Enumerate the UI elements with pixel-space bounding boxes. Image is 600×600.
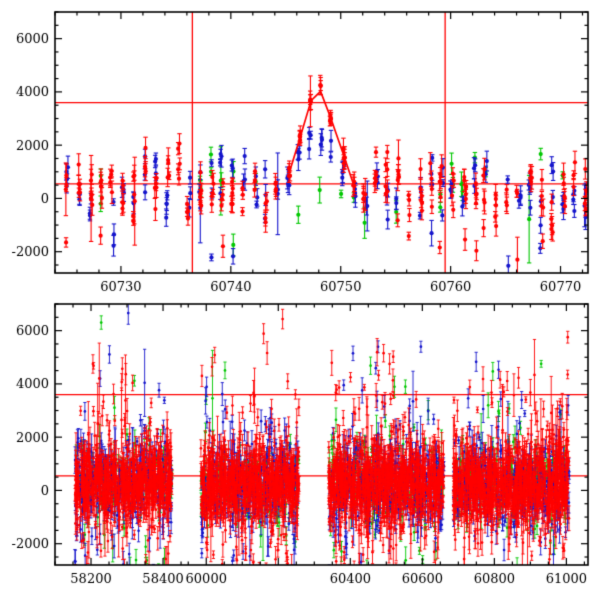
- light-curve-figure: [0, 0, 600, 600]
- light-curves-canvas: [0, 0, 600, 600]
